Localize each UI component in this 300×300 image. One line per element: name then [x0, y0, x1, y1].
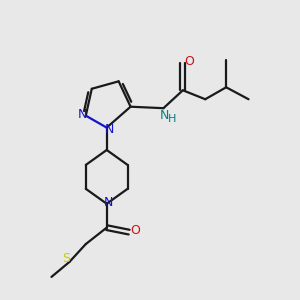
- Text: H: H: [168, 114, 176, 124]
- Text: N: N: [78, 108, 88, 121]
- Text: S: S: [62, 253, 70, 266]
- Text: O: O: [184, 55, 194, 68]
- Text: O: O: [130, 224, 140, 237]
- Text: N: N: [160, 109, 170, 122]
- Text: N: N: [104, 123, 114, 136]
- Text: N: N: [103, 196, 113, 209]
